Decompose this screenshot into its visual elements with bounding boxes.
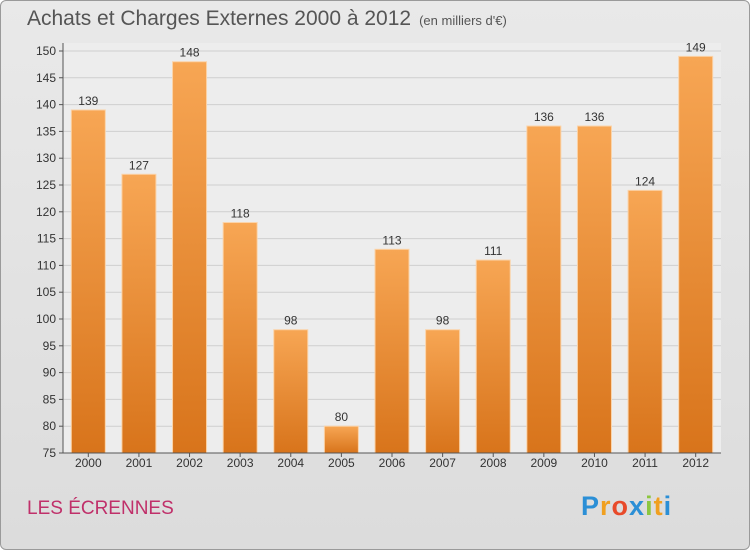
bar-2012 bbox=[678, 55, 714, 454]
y-tick-label: 130 bbox=[36, 151, 56, 165]
x-tick-label: 2005 bbox=[328, 456, 355, 470]
logo-letter: P bbox=[581, 491, 601, 521]
value-label: 136 bbox=[534, 110, 554, 124]
x-tick-label: 2001 bbox=[126, 456, 153, 470]
logo-letter: x bbox=[629, 491, 646, 521]
x-tick-label: 2002 bbox=[176, 456, 203, 470]
y-tick-label: 95 bbox=[43, 339, 57, 353]
value-label: 118 bbox=[231, 207, 250, 221]
bar-2004 bbox=[273, 329, 309, 454]
bar-2006 bbox=[374, 248, 410, 454]
bar-2007 bbox=[425, 329, 461, 454]
value-label: 124 bbox=[635, 174, 655, 188]
y-tick-label: 85 bbox=[43, 392, 57, 406]
x-tick-label: 2007 bbox=[429, 456, 456, 470]
bar-2011 bbox=[627, 189, 663, 454]
x-tick-label: 2012 bbox=[682, 456, 709, 470]
logo-letter: i bbox=[663, 491, 673, 521]
value-label: 139 bbox=[78, 94, 98, 108]
bar-2005 bbox=[323, 425, 359, 454]
value-label: 98 bbox=[284, 314, 298, 328]
bar-2000 bbox=[70, 109, 106, 454]
value-label: 149 bbox=[686, 40, 706, 54]
x-tick-label: 2006 bbox=[379, 456, 406, 470]
logo-letter: t bbox=[653, 491, 664, 521]
proxiti-logo: Proxiti bbox=[581, 491, 672, 522]
x-tick-label: 2004 bbox=[277, 456, 304, 470]
value-label: 136 bbox=[584, 110, 604, 124]
x-tick-label: 2009 bbox=[530, 456, 557, 470]
bar-2010 bbox=[576, 125, 612, 454]
y-tick-label: 110 bbox=[37, 258, 56, 272]
bar-2001 bbox=[121, 173, 157, 454]
chart-title: Achats et Charges Externes 2000 à 2012 (e… bbox=[27, 7, 507, 31]
y-tick-label: 140 bbox=[36, 98, 56, 112]
value-label: 111 bbox=[484, 244, 503, 258]
commune-name: LES ÉCRENNES bbox=[27, 498, 174, 519]
logo-letter: r bbox=[600, 491, 612, 521]
y-tick-label: 120 bbox=[36, 205, 56, 219]
y-tick-label: 135 bbox=[36, 124, 56, 138]
x-tick-label: 2011 bbox=[632, 456, 658, 470]
x-tick-label: 2000 bbox=[75, 456, 102, 470]
x-tick-label: 2008 bbox=[480, 456, 507, 470]
x-tick-label: 2010 bbox=[581, 456, 608, 470]
logo-letter: o bbox=[611, 491, 630, 521]
y-tick-label: 125 bbox=[36, 178, 56, 192]
chart-subtitle: (en milliers d'€) bbox=[419, 13, 507, 28]
y-tick-label: 145 bbox=[36, 71, 56, 85]
y-tick-label: 105 bbox=[36, 285, 56, 299]
value-label: 113 bbox=[382, 233, 401, 247]
y-tick-label: 115 bbox=[37, 232, 56, 246]
value-label: 148 bbox=[180, 46, 200, 60]
y-tick-label: 90 bbox=[43, 366, 57, 380]
y-tick-label: 150 bbox=[36, 44, 56, 58]
y-tick-label: 80 bbox=[43, 419, 57, 433]
chart-title-text: Achats et Charges Externes 2000 à 2012 bbox=[27, 7, 412, 30]
y-tick-label: 100 bbox=[36, 312, 56, 326]
value-label: 98 bbox=[436, 314, 450, 328]
bar-2009 bbox=[526, 125, 562, 454]
bar-2003 bbox=[222, 222, 258, 454]
value-label: 80 bbox=[335, 410, 349, 424]
bar-2002 bbox=[172, 61, 208, 454]
value-label: 127 bbox=[129, 158, 149, 172]
logo-letter: i bbox=[645, 491, 654, 521]
y-tick-label: 75 bbox=[43, 446, 57, 460]
bar-2008 bbox=[475, 259, 511, 454]
x-tick-label: 2003 bbox=[227, 456, 254, 470]
